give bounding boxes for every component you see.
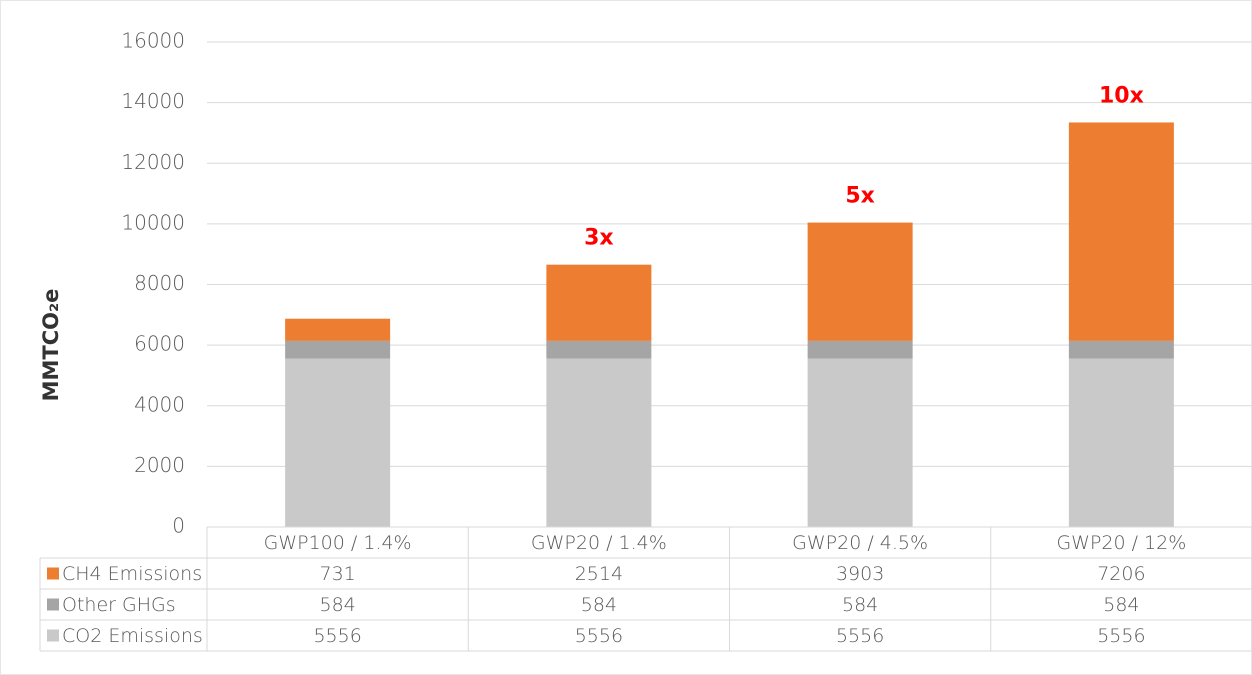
legend-label: CO2 Emissions xyxy=(62,625,203,647)
x-tick-label: GWP100 / 1.4% xyxy=(264,532,412,554)
table-value: 2514 xyxy=(575,563,623,585)
legend-label: Other GHGs xyxy=(62,594,176,616)
legend-swatch xyxy=(47,598,59,611)
y-axis-label: MMTCO₂e xyxy=(39,289,63,402)
y-tick-label: 12000 xyxy=(121,150,185,174)
bar-segment xyxy=(285,358,391,527)
bar-segment xyxy=(1068,340,1174,359)
bar-segment xyxy=(546,264,652,341)
y-tick-label: 2000 xyxy=(134,453,185,477)
table-value: 584 xyxy=(842,594,878,616)
x-tick-label: GWP20 / 1.4% xyxy=(531,532,667,554)
table-value: 5556 xyxy=(313,625,361,647)
y-tick-label: 16000 xyxy=(121,29,185,53)
bar-segment xyxy=(807,340,913,359)
table-value: 5556 xyxy=(836,625,884,647)
table-value: 584 xyxy=(581,594,617,616)
bar-segment xyxy=(1068,122,1174,341)
legend-swatch xyxy=(47,567,59,580)
bar-segment xyxy=(546,358,652,527)
table-value: 5556 xyxy=(1097,625,1145,647)
y-tick-label: 6000 xyxy=(134,332,185,356)
annotation: 3x xyxy=(584,226,614,251)
bar-segment xyxy=(285,318,391,341)
annotation: 10x xyxy=(1099,83,1144,108)
y-tick-label: 4000 xyxy=(134,392,185,416)
y-tick-label: 0 xyxy=(172,514,185,538)
annotation: 5x xyxy=(845,184,875,209)
table-value: 731 xyxy=(319,563,355,585)
bar-segment xyxy=(285,340,391,359)
legend-swatch xyxy=(47,629,59,642)
x-tick-label: GWP20 / 12% xyxy=(1056,532,1186,554)
bar-segment xyxy=(1068,358,1174,527)
y-tick-label: 8000 xyxy=(134,271,185,295)
legend-label: CH4 Emissions xyxy=(62,563,202,585)
bar-segment xyxy=(807,358,913,527)
table-value: 7206 xyxy=(1097,563,1145,585)
bar-segment xyxy=(807,222,913,341)
table-value: 3903 xyxy=(836,563,884,585)
x-tick-label: GWP20 / 4.5% xyxy=(792,532,928,554)
y-tick-label: 10000 xyxy=(121,210,185,234)
table-value: 584 xyxy=(319,594,355,616)
y-tick-label: 14000 xyxy=(121,89,185,113)
table-value: 584 xyxy=(1103,594,1139,616)
bar-segment xyxy=(546,340,652,359)
table-value: 5556 xyxy=(575,625,623,647)
